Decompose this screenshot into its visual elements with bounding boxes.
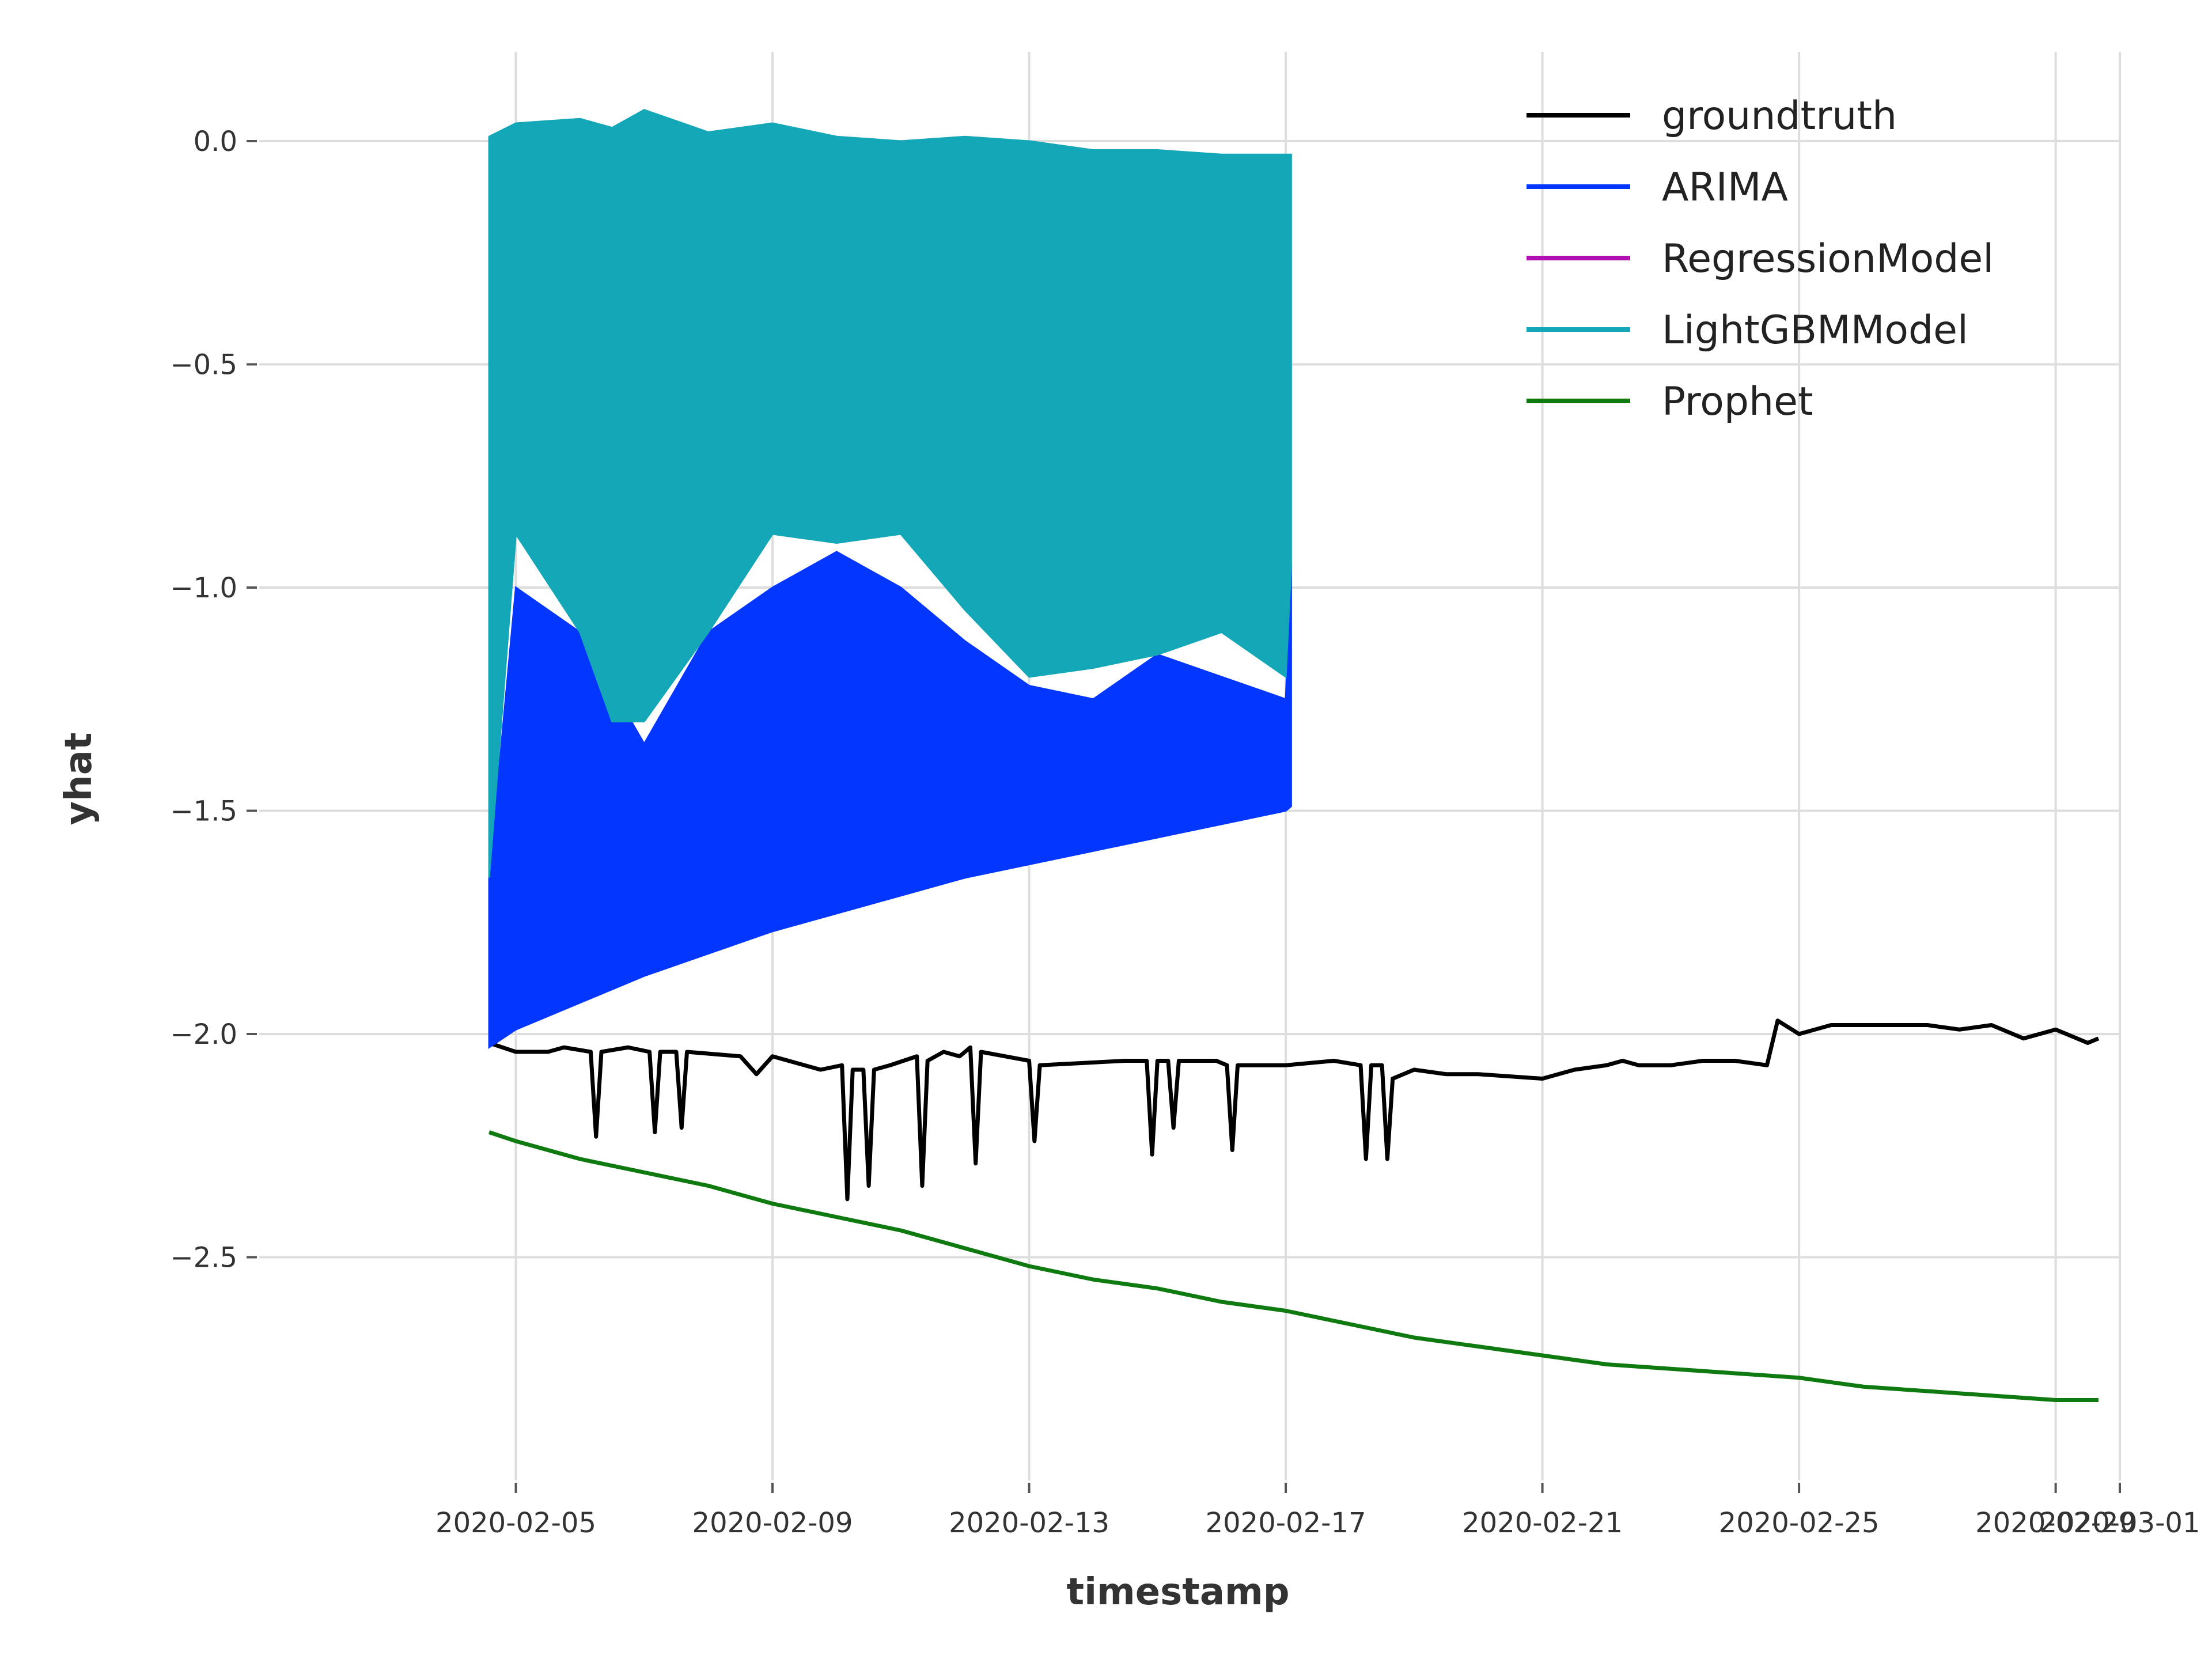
y-tick-label: −2.0 bbox=[170, 1018, 237, 1051]
x-tick-label: 2020-02-13 bbox=[949, 1507, 1109, 1539]
legend-label: RegressionModel bbox=[1662, 236, 1994, 282]
legend-entry: RegressionModel bbox=[1527, 236, 1994, 282]
x-tick-label: 2020-03-01 bbox=[2040, 1507, 2200, 1539]
legend-label: Prophet bbox=[1662, 379, 1813, 425]
series-arima-band bbox=[488, 551, 1292, 1050]
series-prophet-line bbox=[488, 1130, 2099, 1402]
y-axis-ticks: 0.0 −0.5 −1.0 −1.5 −2.0 −2.5 bbox=[170, 126, 257, 1274]
legend: groundtruth ARIMA RegressionModel LightGBMM… bbox=[1527, 93, 1994, 425]
series-lightgbmmodel-band bbox=[488, 109, 1292, 878]
legend-label: ARIMA bbox=[1662, 165, 1788, 210]
plot-area bbox=[488, 109, 2100, 1402]
x-tick-label: 2020-02-05 bbox=[435, 1507, 596, 1539]
y-tick-label: 0.0 bbox=[194, 126, 237, 158]
y-tick-label: −2.5 bbox=[170, 1242, 237, 1274]
y-tick-label: −1.5 bbox=[170, 796, 237, 828]
x-tick-label: 2020-02-29 bbox=[1975, 1507, 2136, 1539]
legend-entry: ARIMA bbox=[1527, 165, 1788, 210]
x-axis-label: timestamp bbox=[1067, 1571, 1290, 1613]
legend-entry: Prophet bbox=[1527, 379, 1813, 425]
legend-entry: LightGBMModel bbox=[1527, 308, 1968, 353]
x-tick-label: 2020-02-25 bbox=[1719, 1507, 1880, 1539]
y-tick-label: −1.0 bbox=[170, 572, 237, 604]
x-axis-ticks: 2020-02-05 2020-02-09 2020-02-13 2020-02-17… bbox=[435, 1483, 2200, 1539]
x-tick-label: 2020-02-21 bbox=[1462, 1507, 1623, 1539]
series-groundtruth-line bbox=[488, 1018, 2100, 1202]
legend-entry: groundtruth bbox=[1527, 93, 1897, 139]
x-tick-label: 2020-02-09 bbox=[692, 1507, 853, 1539]
legend-label: LightGBMModel bbox=[1662, 308, 1968, 353]
y-axis-label: yhat bbox=[58, 732, 100, 825]
x-tick-label: 2020-02-17 bbox=[1206, 1507, 1366, 1539]
legend-label: groundtruth bbox=[1662, 93, 1897, 139]
y-tick-label: −0.5 bbox=[170, 349, 237, 381]
